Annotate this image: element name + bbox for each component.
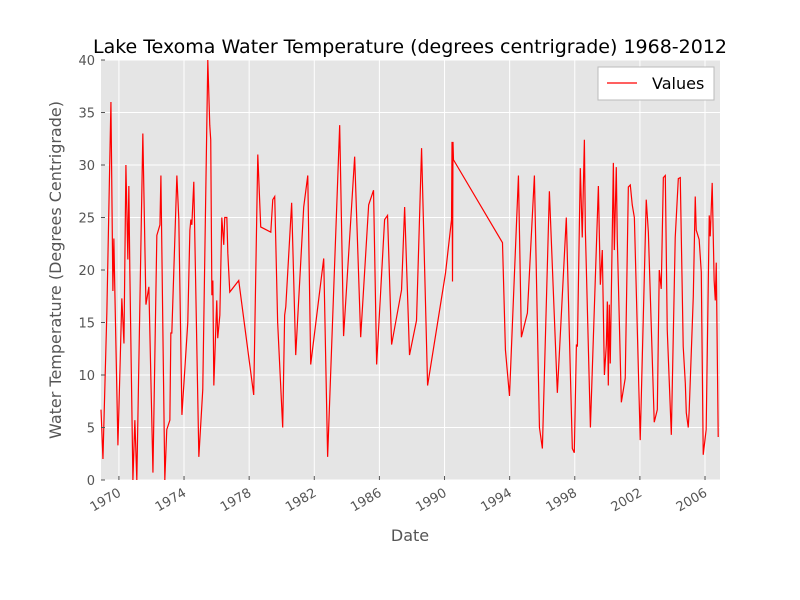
legend: Values — [597, 66, 715, 101]
x-tick-label: 1982 — [283, 486, 319, 516]
x-tick-label: 1998 — [544, 486, 580, 516]
grid — [101, 59, 720, 481]
x-tick-label: 1990 — [413, 486, 449, 516]
y-tick-label: 20 — [78, 264, 95, 279]
x-tick-label: 1970 — [88, 486, 124, 516]
data-line — [100, 59, 719, 481]
y-tick-label: 35 — [78, 107, 95, 122]
y-tick-label: 10 — [78, 369, 95, 384]
y-axis-label: Water Temperature (Degrees Centrigrade) — [46, 101, 65, 439]
x-tick-label: 1978 — [218, 486, 254, 516]
chart-title: Lake Texoma Water Temperature (degrees c… — [93, 36, 727, 58]
y-tick-label: 15 — [78, 317, 95, 332]
x-tick-label: 2002 — [609, 486, 645, 516]
x-tick-label: 1974 — [153, 486, 189, 516]
y-tick-label: 30 — [78, 159, 95, 174]
x-tick-label: 1994 — [478, 486, 514, 516]
y-tick-label: 0 — [87, 474, 95, 489]
x-axis-label: Date — [391, 526, 429, 545]
legend-label: Values — [652, 74, 704, 93]
y-tick-label: 40 — [78, 54, 95, 69]
y-tick-label: 5 — [87, 422, 95, 437]
marks — [100, 59, 719, 481]
x-tick-label: 1986 — [348, 486, 384, 516]
x-tick-label: 2006 — [674, 486, 710, 516]
y-tick-label: 25 — [78, 212, 95, 227]
